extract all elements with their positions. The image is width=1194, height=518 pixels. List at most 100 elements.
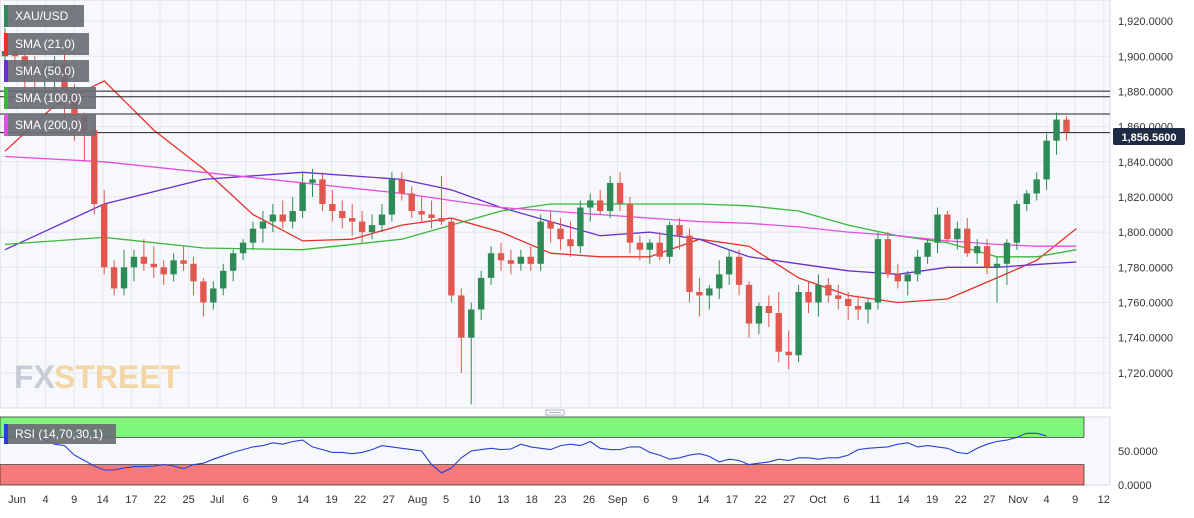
- candle: [785, 330, 792, 370]
- candle: [229, 249, 237, 282]
- x-tick-label: 14: [97, 494, 109, 506]
- candle-body: [716, 274, 723, 289]
- candle-body: [180, 260, 187, 264]
- candle: [180, 246, 187, 271]
- candle-body: [993, 263, 1001, 268]
- candle: [1043, 133, 1050, 190]
- candle: [636, 235, 644, 261]
- candle-body: [924, 242, 931, 257]
- candle: [795, 284, 802, 363]
- candle-body: [755, 306, 763, 324]
- candle: [110, 260, 118, 296]
- candle: [269, 204, 277, 233]
- x-tick-label: 25: [182, 494, 194, 506]
- candle-body: [497, 253, 505, 261]
- x-tick-label: 9: [1072, 494, 1078, 506]
- grid-layer: [0, 0, 1110, 408]
- panel-divider[interactable]: [545, 409, 565, 416]
- candle-body: [110, 267, 118, 289]
- candle: [626, 196, 634, 254]
- candle: [279, 200, 286, 229]
- candle-body: [487, 253, 495, 278]
- candle: [805, 281, 812, 314]
- candle-body: [696, 291, 703, 296]
- x-tick-label: 26: [583, 494, 595, 506]
- candle-body: [190, 263, 197, 282]
- x-tick-label: 22: [154, 494, 166, 506]
- legend-label: SMA (200,0): [15, 118, 82, 132]
- candle-body: [1043, 140, 1050, 180]
- x-tick-label: 9: [271, 494, 277, 506]
- candle-body: [140, 256, 148, 264]
- candle-body: [537, 221, 544, 264]
- candle-body: [120, 267, 128, 289]
- candle: [676, 218, 683, 250]
- candle-body: [378, 214, 386, 226]
- candle: [845, 291, 852, 321]
- x-tick-label: 9: [71, 494, 77, 506]
- candle-body: [656, 242, 663, 257]
- candle-body: [279, 214, 286, 222]
- candle: [220, 263, 227, 296]
- candle-body: [775, 313, 782, 352]
- candle: [527, 246, 534, 271]
- candle: [1063, 116, 1070, 141]
- legend-item-sma100[interactable]: SMA (100,0): [4, 87, 96, 109]
- candle: [130, 249, 138, 282]
- x-tick-label: 4: [1044, 494, 1050, 506]
- candle-body: [398, 179, 405, 194]
- legend-swatch: [4, 33, 8, 55]
- candle: [299, 172, 306, 219]
- candle-body: [408, 193, 415, 212]
- candle: [368, 214, 376, 240]
- candle-body: [785, 351, 792, 356]
- candle: [825, 277, 832, 303]
- legend-swatch: [4, 60, 8, 82]
- legend-label: SMA (50,0): [15, 64, 75, 78]
- candle: [1053, 112, 1060, 155]
- legend-item-symbol[interactable]: XAU/USD: [4, 5, 84, 27]
- candle-body: [468, 309, 475, 338]
- candle: [438, 175, 445, 226]
- candle-body: [845, 298, 852, 306]
- candle: [864, 298, 872, 324]
- candle: [755, 302, 763, 335]
- legend-item-sma50[interactable]: SMA (50,0): [4, 60, 89, 82]
- candle: [983, 239, 991, 275]
- legend-box: [4, 33, 89, 55]
- x-tick-label: Nov: [1008, 494, 1028, 506]
- candle: [477, 270, 485, 321]
- candle: [150, 246, 157, 278]
- candle: [716, 260, 723, 299]
- legend-box: [4, 87, 96, 109]
- candle-body: [160, 267, 167, 275]
- x-tick-label: 22: [354, 494, 366, 506]
- candle-body: [547, 221, 554, 229]
- legend-item-sma200[interactable]: SMA (200,0): [4, 114, 96, 136]
- legend-swatch: [4, 114, 8, 136]
- y-tick-label: 1,880.0000: [1118, 86, 1173, 98]
- rsi-tick-label: 0.0000: [1118, 480, 1152, 492]
- candle-body: [894, 274, 901, 282]
- x-tick-label: Jul: [210, 494, 224, 506]
- x-tick-label: 13: [497, 494, 509, 506]
- x-tick-label: 5: [443, 494, 449, 506]
- candle-body: [676, 225, 683, 236]
- legend-swatch: [4, 5, 8, 27]
- candle-body: [805, 291, 812, 303]
- candle-body: [239, 242, 247, 254]
- candle: [745, 281, 753, 338]
- candle: [329, 189, 336, 222]
- candle-body: [358, 221, 366, 233]
- y-tick-label: 1,820.0000: [1118, 192, 1173, 204]
- candle-body: [835, 295, 842, 299]
- candle: [497, 242, 505, 271]
- legend-item-rsi[interactable]: RSI (14,70,30,1): [4, 424, 116, 444]
- x-tick-label: Oct: [809, 494, 826, 506]
- x-tick-label: 6: [643, 494, 649, 506]
- sma-line-3: [4, 203, 1077, 258]
- candle: [487, 246, 495, 285]
- legend-item-sma21[interactable]: SMA (21,0): [4, 33, 89, 55]
- candle-body: [934, 214, 941, 243]
- candle-body: [101, 204, 108, 268]
